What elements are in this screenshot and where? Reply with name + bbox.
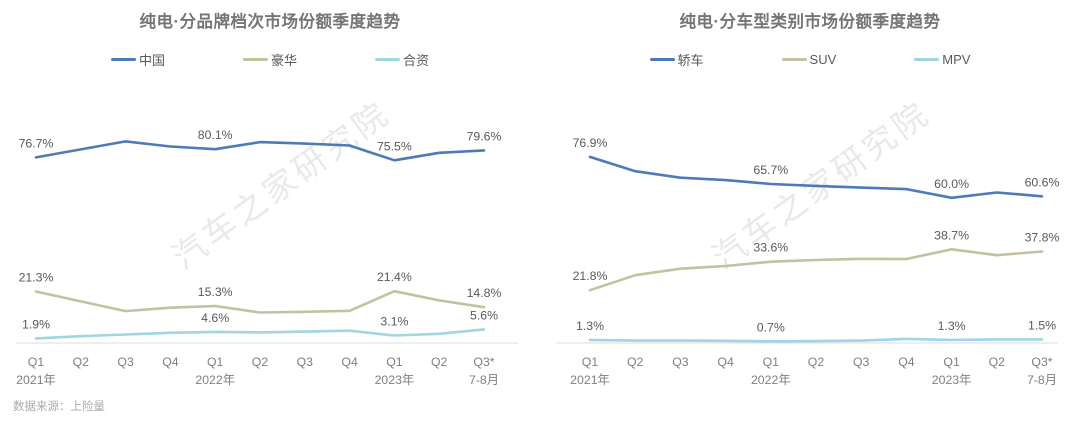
data-label: 75.5% (377, 139, 412, 153)
x-year-label: 2023年 (375, 373, 415, 387)
chart-panel-vehicle-type: 纯电·分车型类别市场份额季度趋势 轿车 SUV MPV 汽车之家研究院 76.9% 6… (540, 0, 1080, 422)
x-tick-label: Q1 (207, 355, 224, 369)
data-label: 21.8% (573, 269, 608, 283)
data-label: 1.9% (22, 317, 50, 331)
x-tick-label: Q4 (341, 355, 358, 369)
legend-label: 豪华 (270, 53, 297, 68)
data-label: 5.6% (470, 308, 498, 322)
x-tick-label: Q4 (717, 355, 734, 369)
legend-swatch (242, 58, 268, 61)
series-line-2 (34, 328, 486, 340)
x-tick-label: Q2 (431, 355, 448, 369)
legend-swatch (781, 58, 807, 61)
x-tick-label: Q2 (627, 355, 644, 369)
series-line-1 (34, 289, 486, 314)
x-tick-label: Q4 (162, 355, 179, 369)
x-tick-label: Q3* (473, 355, 494, 369)
data-label: 21.4% (377, 270, 412, 284)
data-label: 1.5% (1028, 318, 1056, 332)
line-plot: 76.7% 80.1% 75.5% 79.6% 21.3% 15.3% 21.4% 14.8%… (16, 128, 518, 387)
legend-item-0: 轿车 (649, 50, 704, 69)
legend-label: 轿车 (677, 53, 704, 68)
data-label: 80.1% (198, 128, 233, 142)
data-label: 38.7% (934, 228, 969, 242)
x-tick-label: Q1 (28, 355, 45, 369)
x-tick-label: Q2 (808, 355, 825, 369)
legend-item-1: 豪华 (242, 50, 297, 69)
legend-label: 中国 (138, 53, 165, 68)
x-year-label: 7-8月 (469, 373, 499, 387)
data-label: 65.7% (753, 163, 788, 177)
legend: 中国 豪华 合资 (0, 50, 540, 69)
legend-swatch (649, 58, 675, 61)
x-tick-label: Q1 (386, 355, 403, 369)
data-label: 0.7% (757, 320, 785, 334)
x-year-label: 7-8月 (1027, 373, 1057, 387)
data-label: 37.8% (1025, 231, 1060, 245)
legend-label: SUV (809, 52, 837, 67)
data-label: 76.9% (573, 136, 608, 150)
data-label: 4.6% (201, 311, 229, 325)
data-label: 21.3% (19, 271, 54, 285)
x-year-label: 2023年 (932, 373, 972, 387)
x-tick-label: Q1 (582, 355, 599, 369)
chart-title: 纯电·分品牌档次市场份额季度趋势 (139, 13, 401, 31)
x-tick-label: Q2 (989, 355, 1006, 369)
series-line-0 (34, 140, 486, 162)
data-label: 3.1% (380, 315, 408, 329)
x-tick-label: Q3* (1031, 355, 1052, 369)
x-tick-label: Q3 (672, 355, 689, 369)
x-tick-label: Q3 (297, 355, 314, 369)
data-label: 60.6% (1025, 175, 1060, 189)
x-tick-label: Q2 (73, 355, 90, 369)
x-tick-label: Q3 (117, 355, 134, 369)
series-line-2 (588, 337, 1044, 343)
data-source-note: 数据来源：上险量 (13, 401, 105, 413)
x-year-label: 2022年 (751, 373, 791, 387)
legend-label: 合资 (403, 53, 430, 68)
x-tick-label: Q1 (943, 355, 960, 369)
x-year-label: 2021年 (570, 373, 610, 387)
legend-label: MPV (942, 52, 971, 67)
legend-item-2: MPV (914, 52, 970, 67)
data-label: 33.6% (753, 241, 788, 255)
chart-title: 纯电·分车型类别市场份额季度趋势 (679, 13, 941, 31)
x-tick-label: Q3 (853, 355, 870, 369)
chart-panel-brand-tier: 纯电·分品牌档次市场份额季度趋势 中国 豪华 合资 汽车之家研究院 76.7% 80.… (0, 13, 540, 387)
series-line-0 (588, 155, 1044, 200)
legend: 轿车 SUV MPV (540, 50, 1080, 69)
data-label: 14.8% (467, 286, 502, 300)
series-line-1 (588, 248, 1044, 292)
x-tick-label: Q4 (898, 355, 915, 369)
legend-item-1: SUV (781, 52, 837, 67)
data-label: 60.0% (934, 177, 969, 191)
legend-item-0: 中国 (110, 50, 165, 69)
data-label: 15.3% (198, 285, 233, 299)
legend-swatch (375, 58, 400, 61)
data-label: 1.3% (576, 319, 604, 333)
data-label: 1.3% (938, 319, 966, 333)
x-year-label: 2022年 (195, 373, 235, 387)
data-label: 76.7% (19, 136, 54, 150)
legend-swatch (110, 58, 136, 61)
legend-item-2: 合资 (375, 50, 429, 69)
x-tick-label: Q2 (252, 355, 269, 369)
x-tick-label: Q1 (763, 355, 780, 369)
line-plot: 76.9% 65.7% 60.0% 60.6% 21.8% 33.6% 38.7% 37.8%… (556, 136, 1060, 387)
legend-swatch (914, 58, 940, 61)
data-label: 79.6% (467, 129, 502, 143)
x-year-label: 2021年 (16, 373, 56, 387)
